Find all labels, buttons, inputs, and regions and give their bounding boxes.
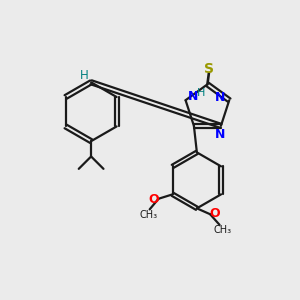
Text: O: O xyxy=(209,207,220,220)
Text: H: H xyxy=(80,69,89,82)
Text: S: S xyxy=(204,62,214,76)
Text: H: H xyxy=(197,88,206,98)
Text: N: N xyxy=(188,90,199,103)
Text: N: N xyxy=(215,92,226,104)
Text: N: N xyxy=(215,128,226,141)
Text: CH₃: CH₃ xyxy=(213,225,232,235)
Text: CH₃: CH₃ xyxy=(140,210,158,220)
Text: O: O xyxy=(148,193,159,206)
